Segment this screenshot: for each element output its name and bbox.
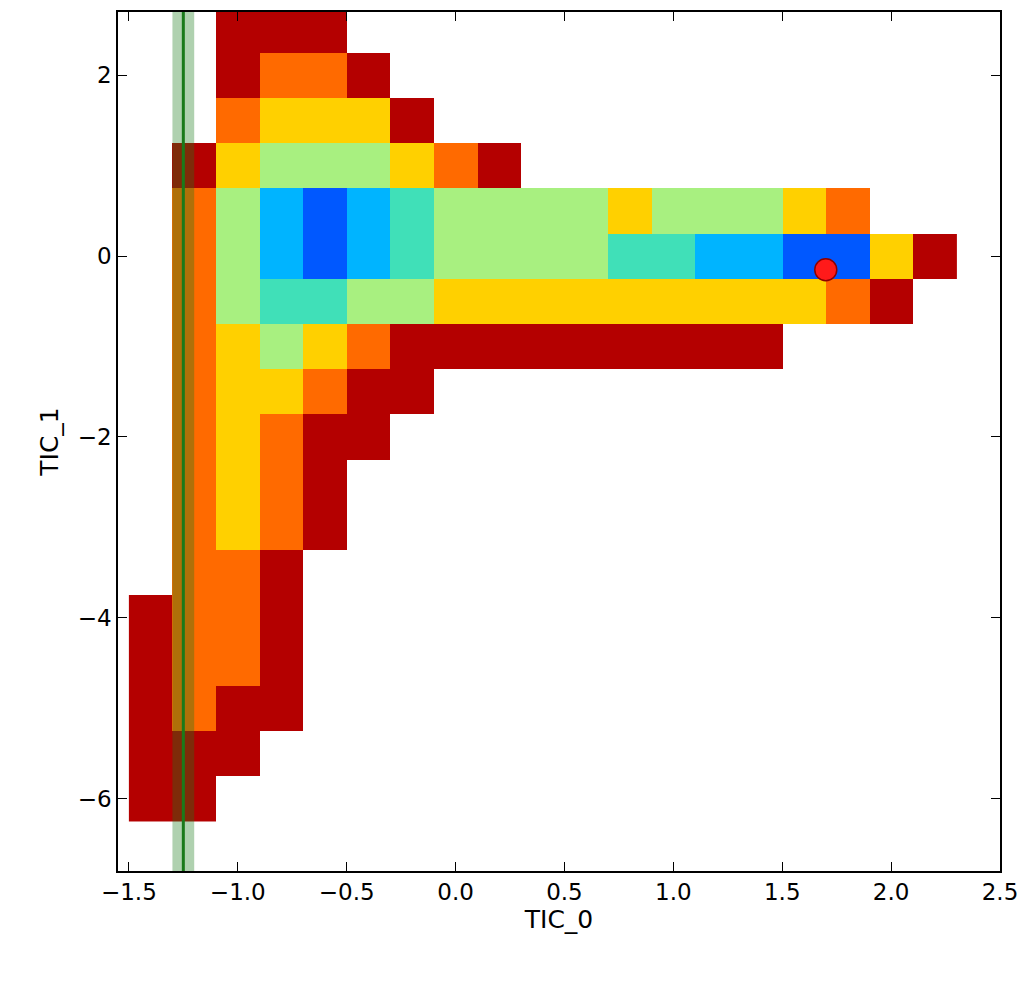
- svg-text:−2: −2: [78, 424, 112, 450]
- svg-text:−6: −6: [78, 786, 112, 812]
- svg-text:−1.5: −1.5: [101, 879, 157, 905]
- svg-text:2.5: 2.5: [982, 879, 1019, 905]
- svg-text:−4: −4: [78, 605, 112, 631]
- svg-text:2.0: 2.0: [873, 879, 910, 905]
- svg-text:2: 2: [97, 62, 112, 88]
- svg-text:TIC_0: TIC_0: [524, 905, 594, 934]
- svg-text:TIC_1: TIC_1: [35, 407, 64, 477]
- svg-text:1.0: 1.0: [655, 879, 692, 905]
- svg-text:−0.5: −0.5: [319, 879, 375, 905]
- svg-text:0.0: 0.0: [437, 879, 474, 905]
- svg-text:−1.0: −1.0: [210, 879, 266, 905]
- svg-text:1.5: 1.5: [764, 879, 801, 905]
- svg-text:0: 0: [97, 243, 112, 269]
- svg-text:0.5: 0.5: [546, 879, 583, 905]
